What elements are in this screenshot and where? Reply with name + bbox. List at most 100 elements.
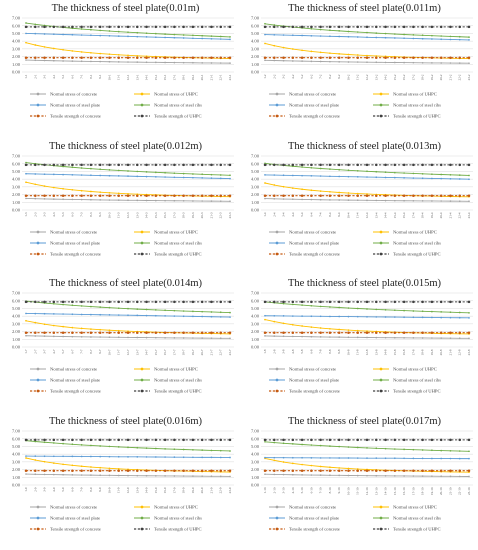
data-point: [431, 474, 433, 477]
data-point: [412, 316, 415, 319]
legend-label: Normal stress of steel ribs: [393, 240, 441, 245]
data-point: [375, 32, 378, 34]
data-point: [80, 25, 83, 29]
x-tick-label: 8-10: [328, 487, 332, 493]
data-point: [136, 163, 139, 166]
y-tick-label: 1.00: [251, 474, 260, 479]
data-point: [329, 52, 331, 55]
data-point: [329, 198, 331, 201]
legend-label: Normal stress of UHPC: [154, 367, 198, 372]
legend-label: Tensile strength of UHPC: [393, 526, 441, 531]
legend-label: Normal stress of UHPC: [154, 229, 198, 234]
data-point: [219, 56, 222, 59]
x-tick-label: 14-1: [145, 74, 149, 80]
data-point: [329, 190, 331, 193]
data-point: [34, 312, 37, 315]
x-tick-label: 16-9: [163, 487, 167, 493]
y-tick-label: 6.00: [12, 23, 21, 28]
data-point: [337, 163, 341, 166]
data-point: [310, 326, 313, 328]
x-tick-label: 10-4: [346, 212, 350, 218]
data-point: [458, 316, 461, 319]
data-point: [164, 36, 166, 39]
data-point: [356, 31, 359, 33]
x-tick-label: 6-3: [70, 212, 74, 217]
series-line: [25, 439, 231, 451]
data-point: [52, 461, 55, 464]
data-point: [375, 36, 378, 39]
data-point: [164, 315, 166, 317]
data-point: [375, 61, 378, 64]
data-point: [393, 193, 397, 197]
chart-panel: The thickness of steel plate(0.013m) 0.00…: [239, 138, 478, 276]
data-point: [402, 193, 406, 197]
data-point: [366, 31, 368, 34]
data-point: [154, 455, 157, 458]
data-point: [328, 56, 332, 59]
data-point: [145, 474, 148, 477]
data-point: [329, 306, 331, 308]
data-point: [117, 174, 120, 177]
data-point: [117, 329, 120, 332]
data-point: [191, 300, 195, 304]
legend-marker: [275, 103, 279, 107]
data-point: [136, 25, 139, 29]
data-point: [210, 56, 213, 59]
x-tick-label: 6-4: [309, 212, 313, 217]
data-point: [356, 474, 359, 476]
data-point: [80, 193, 83, 197]
data-point: [200, 163, 204, 166]
y-tick-label: 3.00: [251, 46, 260, 51]
data-point: [71, 173, 74, 176]
data-point: [403, 456, 405, 459]
data-point: [34, 331, 37, 334]
data-point: [291, 442, 294, 445]
x-tick-label: 18-2: [421, 74, 425, 80]
data-point: [282, 460, 285, 463]
data-point: [163, 468, 167, 472]
data-point: [24, 300, 28, 304]
data-point: [393, 199, 396, 202]
data-point: [458, 193, 461, 197]
x-tick-label: 5-7: [61, 349, 65, 354]
data-point: [43, 25, 46, 29]
x-tick-label: 23-2: [467, 74, 471, 80]
data-point: [310, 335, 313, 338]
data-point: [356, 54, 359, 56]
x-tick-label: 13-3: [135, 212, 139, 218]
data-point: [108, 191, 111, 194]
data-point: [210, 315, 213, 318]
data-point: [108, 56, 111, 59]
data-point: [108, 466, 111, 469]
y-tick-label: 7.00: [251, 153, 260, 158]
data-point: [163, 25, 167, 29]
data-point: [291, 25, 295, 29]
data-point: [458, 62, 461, 64]
data-point: [99, 60, 102, 63]
data-point: [393, 309, 396, 312]
data-point: [393, 33, 396, 35]
x-tick-label: 1-8: [263, 349, 267, 354]
data-point: [337, 438, 341, 441]
data-point: [173, 199, 176, 202]
data-point: [98, 331, 102, 334]
data-point: [403, 171, 405, 174]
data-point: [282, 456, 285, 459]
y-tick-label: 1.00: [251, 199, 260, 204]
data-point: [99, 473, 102, 476]
data-point: [71, 313, 74, 316]
data-point: [264, 181, 266, 184]
data-point: [108, 306, 111, 309]
data-point: [319, 444, 322, 446]
x-tick-label: 7-3: [80, 212, 84, 217]
legend-label: Normal stress of steel plate: [50, 240, 100, 245]
data-point: [108, 300, 111, 304]
data-point: [375, 446, 378, 449]
data-point: [402, 331, 406, 334]
data-point: [62, 454, 64, 457]
data-point: [273, 458, 276, 461]
data-point: [127, 54, 129, 57]
data-point: [43, 33, 46, 35]
data-point: [328, 438, 332, 441]
data-point: [136, 61, 139, 63]
